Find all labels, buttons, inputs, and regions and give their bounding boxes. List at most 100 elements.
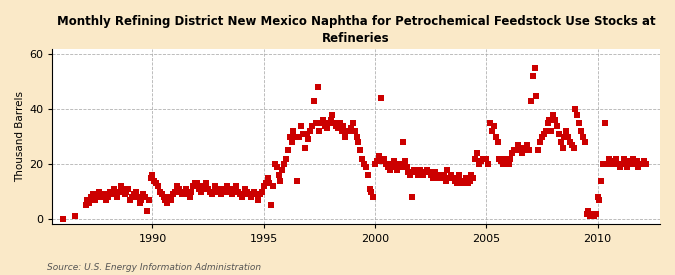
Point <box>407 195 418 199</box>
Point <box>531 94 542 98</box>
Point <box>631 159 642 164</box>
Point <box>355 148 366 153</box>
Point <box>416 170 427 175</box>
Point <box>246 195 256 199</box>
Point <box>134 200 145 205</box>
Point <box>286 140 297 144</box>
Point <box>572 112 583 117</box>
Point <box>132 195 143 199</box>
Point <box>164 195 175 199</box>
Point <box>568 145 579 150</box>
Point <box>611 156 622 161</box>
Point <box>303 137 314 142</box>
Point <box>105 189 115 194</box>
Point <box>155 189 165 194</box>
Point <box>412 173 423 177</box>
Point <box>93 189 104 194</box>
Point <box>219 189 230 194</box>
Point <box>516 151 527 155</box>
Point <box>425 173 436 177</box>
Point <box>564 140 575 144</box>
Point <box>591 211 601 216</box>
Point <box>292 178 302 183</box>
Point <box>346 126 356 131</box>
Point <box>269 162 280 166</box>
Point <box>253 198 264 202</box>
Point <box>119 192 130 197</box>
Point <box>221 184 232 188</box>
Point <box>58 217 69 221</box>
Point <box>82 198 93 202</box>
Point <box>180 187 191 191</box>
Point <box>581 211 592 216</box>
Point <box>336 129 347 133</box>
Point <box>192 181 202 186</box>
Point <box>227 192 238 197</box>
Point <box>601 162 612 166</box>
Point <box>637 162 647 166</box>
Point <box>229 187 240 191</box>
Point <box>313 85 323 90</box>
Point <box>608 162 618 166</box>
Point <box>296 123 306 128</box>
Point <box>357 156 368 161</box>
Point <box>214 189 225 194</box>
Point <box>338 123 349 128</box>
Point <box>370 162 381 166</box>
Point <box>123 187 134 191</box>
Point <box>394 162 404 166</box>
Point <box>264 181 275 186</box>
Point <box>435 173 446 177</box>
Point <box>408 167 419 172</box>
Point <box>129 192 140 197</box>
Point <box>310 121 321 125</box>
Point <box>466 173 477 177</box>
Point <box>455 178 466 183</box>
Point <box>158 195 169 199</box>
Point <box>414 167 425 172</box>
Point <box>247 192 258 197</box>
Point <box>488 123 499 128</box>
Point <box>490 134 501 139</box>
Point <box>388 159 399 164</box>
Point <box>433 176 443 180</box>
Point <box>209 189 219 194</box>
Point <box>112 195 123 199</box>
Point <box>460 176 471 180</box>
Point <box>440 178 451 183</box>
Point <box>507 151 518 155</box>
Point <box>373 154 384 158</box>
Point <box>589 214 599 218</box>
Point <box>240 187 250 191</box>
Point <box>405 173 416 177</box>
Point <box>546 129 557 133</box>
Point <box>381 162 392 166</box>
Point <box>483 162 493 166</box>
Point <box>596 178 607 183</box>
Point <box>225 189 236 194</box>
Point <box>635 162 646 166</box>
Point <box>260 181 271 186</box>
Point <box>244 192 254 197</box>
Point <box>275 178 286 183</box>
Point <box>323 121 334 125</box>
Point <box>340 134 351 139</box>
Point <box>130 189 141 194</box>
Point <box>306 123 317 128</box>
Point <box>358 162 369 166</box>
Point <box>514 145 525 150</box>
Point <box>609 159 620 164</box>
Point <box>479 156 490 161</box>
Point <box>177 192 188 197</box>
Point <box>457 181 468 186</box>
Point <box>301 132 312 136</box>
Point <box>624 162 634 166</box>
Point <box>386 162 397 166</box>
Point <box>314 129 325 133</box>
Point <box>325 118 336 122</box>
Point <box>368 195 379 199</box>
Point <box>472 151 483 155</box>
Point <box>249 189 260 194</box>
Point <box>179 189 190 194</box>
Point <box>99 192 109 197</box>
